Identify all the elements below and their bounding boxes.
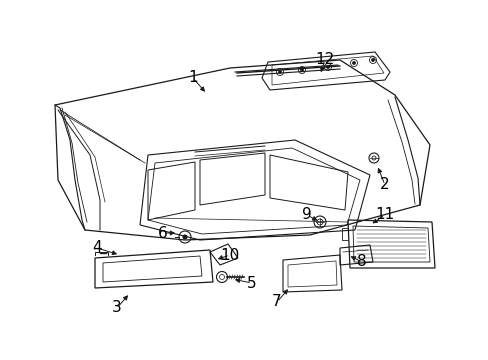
Text: 12: 12 — [315, 53, 334, 68]
Text: 7: 7 — [272, 294, 281, 310]
Text: 3: 3 — [112, 301, 122, 315]
Text: 9: 9 — [302, 207, 311, 222]
Text: 2: 2 — [379, 177, 389, 193]
Text: 1: 1 — [188, 71, 198, 85]
Text: 5: 5 — [246, 275, 256, 291]
Circle shape — [183, 235, 186, 239]
Circle shape — [278, 71, 281, 73]
Text: 11: 11 — [375, 207, 394, 222]
Text: 6: 6 — [158, 225, 167, 240]
Text: 10: 10 — [220, 248, 239, 262]
Text: 4: 4 — [92, 240, 102, 256]
Circle shape — [371, 58, 374, 62]
Circle shape — [326, 66, 329, 68]
Text: 8: 8 — [356, 255, 366, 270]
Circle shape — [352, 62, 355, 64]
Circle shape — [300, 68, 303, 72]
